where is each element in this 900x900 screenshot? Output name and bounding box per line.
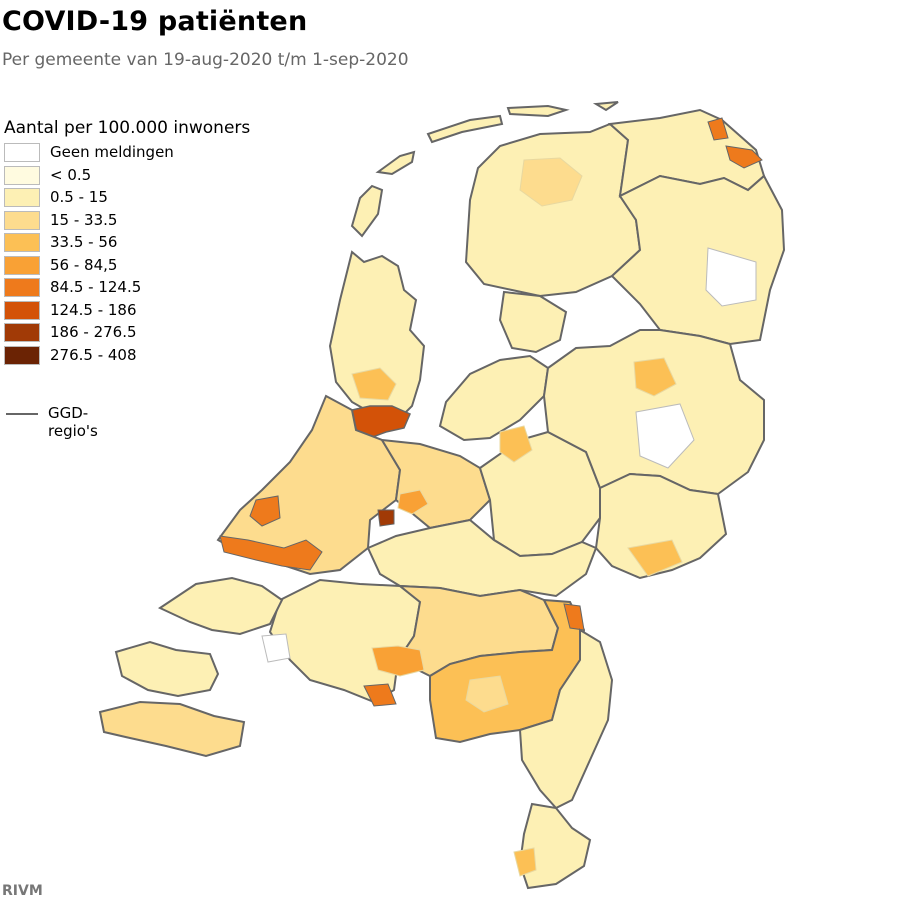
legend-items: Geen meldingen < 0.5 0.5 - 15 15 - 33.5 33.5…: [2, 143, 250, 368]
area-zaanstad: [351, 367, 397, 401]
hotspot-groningen-east: [725, 145, 763, 169]
region-flevoland: [498, 290, 568, 354]
chart-subtitle: Per gemeente van 19-aug-2020 t/m 1-sep-2…: [2, 50, 409, 70]
region-brabant-west: [268, 578, 422, 704]
legend-label: 33.5 - 56: [50, 233, 118, 251]
island-vlieland: [375, 150, 416, 176]
region-drenthe: [610, 174, 786, 346]
legend-label: 15 - 33.5: [50, 210, 118, 229]
region-friesland: [464, 122, 642, 298]
region-utrecht: [380, 438, 492, 530]
region-limburg-north: [518, 628, 614, 810]
source-label: RIVM: [2, 883, 43, 899]
area-deventer: [633, 357, 677, 397]
hotspot-rotterdam: [219, 535, 323, 571]
legend-swatch: [4, 300, 40, 320]
legend-item: 186 - 276.5: [2, 323, 250, 346]
legend-item: Geen meldingen: [2, 143, 250, 166]
area-no-reports-drenthe: [705, 247, 757, 307]
island-texel: [350, 184, 384, 238]
area-utrecht-city: [397, 489, 429, 515]
legend-label: 276.5 - 408: [50, 345, 137, 364]
legend-swatch: [4, 165, 40, 185]
legend-label: 56 - 84,5: [50, 255, 118, 274]
legend-item: 84.5 - 124.5: [2, 278, 250, 301]
legend-label: 84.5 - 124.5: [50, 278, 142, 296]
legend-item: 0.5 - 15: [2, 188, 250, 211]
legend-swatch: [4, 323, 40, 342]
legend-swatch: [4, 345, 40, 365]
region-gelderland-west: [478, 430, 601, 558]
region-zeeland-mid: [114, 640, 220, 698]
legend: Aantal per 100.000 inwoners Geen melding…: [2, 118, 250, 368]
legend-item: 124.5 - 186: [2, 300, 250, 324]
area-eindhoven: [465, 675, 509, 713]
legend-swatch: [4, 255, 40, 275]
hotspot-utrecht-south: [377, 509, 395, 527]
area-sittard: [513, 847, 537, 877]
legend-swatch: [4, 278, 40, 297]
island-terschelling: [426, 114, 504, 144]
hotspot-nijmegen-east: [563, 603, 585, 631]
legend-swatch: [4, 210, 40, 230]
legend-item: 276.5 - 408: [2, 345, 250, 369]
legend-swatch: [4, 188, 40, 207]
legend-title: Aantal per 100.000 inwoners: [4, 118, 251, 138]
legend-label: Geen meldingen: [50, 143, 174, 161]
region-flevoland-south: [438, 354, 550, 442]
region-zeeland-north: [157, 576, 284, 636]
area-mid-fries: [519, 157, 583, 207]
island-ameland: [506, 104, 570, 118]
legend-item: 33.5 - 56: [2, 233, 250, 256]
legend-swatch: [4, 143, 40, 162]
chart-title: COVID-19 patiënten: [2, 6, 308, 37]
area-west-brabant-light: [261, 633, 291, 663]
legend-item: < 0.5: [2, 165, 250, 189]
ggd-boundary-line: [6, 413, 38, 415]
legend-item: 56 - 84,5: [2, 255, 250, 279]
ggd-boundary-label: GGD-regio's: [48, 404, 98, 440]
legend-item: 15 - 33.5: [2, 210, 250, 234]
legend-label: 186 - 276.5: [50, 323, 137, 341]
legend-label: 124.5 - 186: [50, 300, 137, 319]
region-limburg-south: [518, 802, 592, 890]
hotspot-tilburg: [371, 645, 425, 677]
area-no-reports-twente: [635, 403, 695, 469]
hotspot-groningen-north: [707, 117, 729, 141]
region-zeeuws-vlaanderen: [98, 700, 246, 758]
area-ede: [499, 425, 533, 463]
legend-label: 0.5 - 15: [50, 188, 108, 206]
legend-swatch: [4, 233, 40, 252]
area-achterhoek-south: [627, 539, 683, 577]
hotspot-den-haag: [249, 495, 281, 527]
hotspot-baarle: [363, 683, 397, 707]
island-schiermonnikoog: [592, 101, 619, 112]
legend-label: < 0.5: [50, 165, 92, 184]
